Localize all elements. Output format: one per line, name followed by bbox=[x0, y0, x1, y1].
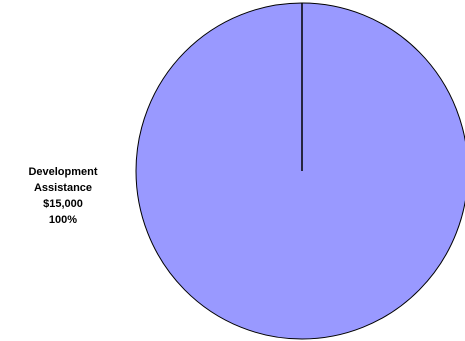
slice-value-label: $15,000 bbox=[43, 198, 83, 210]
slice-label-development-assistance: Development Assistance $15,000 100% bbox=[8, 164, 118, 228]
slice-percent-label: 100% bbox=[48, 214, 78, 226]
slice-name-line-1: Development bbox=[28, 166, 98, 178]
slice-name-line-2: Assistance bbox=[33, 182, 93, 194]
pie-slice-development-assistance bbox=[135, 2, 465, 340]
